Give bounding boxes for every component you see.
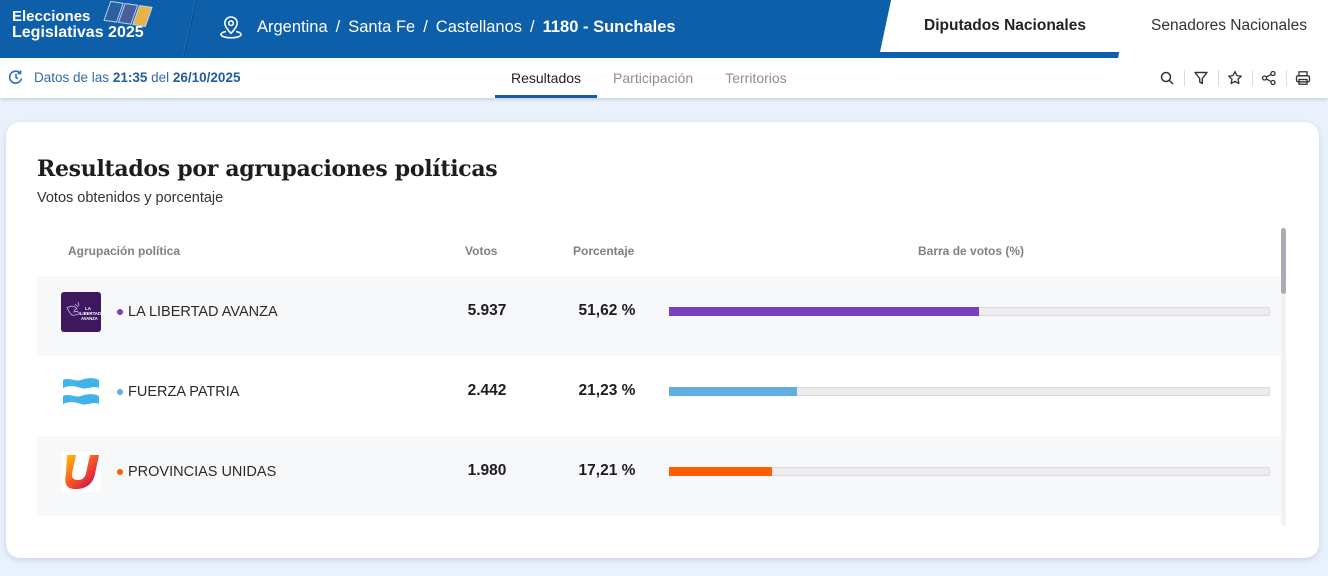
- party-votes: 5.937: [467, 302, 507, 319]
- party-color-dot: [117, 469, 123, 475]
- filter-icon: [1194, 71, 1208, 85]
- party-votes: 2.442: [467, 382, 507, 399]
- party-percent: 51,62 %: [578, 302, 636, 319]
- breadcrumb-separator: /: [530, 17, 535, 36]
- breadcrumb-country[interactable]: Argentina: [257, 17, 328, 36]
- toolbar-actions: [1150, 68, 1320, 88]
- map-pin-icon: [220, 16, 242, 39]
- tab-resultados[interactable]: Resultados: [495, 58, 598, 98]
- party-color-dot: [117, 389, 123, 395]
- breadcrumb-province[interactable]: Santa Fe: [348, 17, 416, 36]
- fuerza-patria-logo: [61, 372, 101, 412]
- vote-bar-track: [669, 307, 1270, 316]
- refresh-clock-icon[interactable]: [8, 69, 24, 85]
- timestamp-time: 21:35: [112, 69, 148, 85]
- vote-bar-fill: [669, 467, 773, 476]
- timestamp-date: 26/10/2025: [172, 69, 241, 85]
- tab-senadores-nacionales[interactable]: Senadores Nacionales: [1151, 17, 1307, 34]
- data-timestamp: Datos de las 21:35 del 26/10/2025: [8, 69, 240, 85]
- favorite-button[interactable]: [1218, 68, 1252, 88]
- print-icon: [1295, 71, 1311, 85]
- party-name: FUERZA PATRIA: [128, 384, 240, 400]
- share-button[interactable]: [1252, 68, 1286, 88]
- header-divider: [176, 0, 204, 58]
- table-header: Agrupación política Votos Porcentaje Bar…: [37, 236, 1282, 266]
- breadcrumb-separator: /: [335, 17, 341, 36]
- svg-text:LA: LA: [85, 306, 92, 311]
- timestamp-mid: del: [151, 69, 170, 85]
- vote-bar-track: [669, 467, 1270, 476]
- search-icon: [1160, 71, 1174, 85]
- table-row[interactable]: PROVINCIAS UNIDAS 1.980 17,21 %: [37, 436, 1282, 516]
- table-row[interactable]: FUERZA PATRIA 2.442 21,23 %: [37, 356, 1282, 436]
- top-header: Elecciones Legislativas 2025 Argentina /…: [0, 0, 1328, 58]
- vote-bar-fill: [669, 387, 797, 396]
- filter-button[interactable]: [1184, 68, 1218, 88]
- brand-line-1: Elecciones: [12, 8, 91, 25]
- table-row[interactable]: LA LIBERTAD AVANZA LA LIBERTAD AVANZA 5.…: [37, 276, 1282, 356]
- breadcrumb-current: 1180 - Sunchales: [542, 17, 676, 36]
- breadcrumb-separator: /: [423, 17, 428, 36]
- party-percent: 17,21 %: [578, 462, 636, 479]
- column-header-party: Agrupación política: [68, 244, 181, 258]
- star-icon: [1228, 70, 1242, 85]
- la-libertad-avanza-logo: LA LIBERTAD AVANZA: [61, 292, 101, 332]
- vote-bar-track: [669, 387, 1270, 396]
- table-scrollbar[interactable]: [1281, 228, 1286, 526]
- scrollbar-thumb[interactable]: [1281, 228, 1286, 294]
- view-tabs: Resultados Participación Territorios: [495, 58, 803, 98]
- tab-participacion[interactable]: Participación: [613, 70, 694, 86]
- brand-line-2: Legislativas 2025: [12, 24, 144, 41]
- party-name: LA LIBERTAD AVANZA: [128, 304, 278, 320]
- breadcrumb-department[interactable]: Castellanos: [435, 17, 523, 36]
- search-button[interactable]: [1150, 68, 1184, 88]
- column-header-percent: Porcentaje: [573, 244, 635, 258]
- party-name: PROVINCIAS UNIDAS: [128, 464, 277, 480]
- results-card: Resultados por agrupaciones políticas Vo…: [6, 122, 1319, 558]
- tab-diputados-nacionales[interactable]: Diputados Nacionales: [924, 17, 1086, 34]
- column-header-bar: Barra de votos (%): [918, 244, 1025, 258]
- vote-bar-fill: [669, 307, 980, 316]
- brand-logo[interactable]: Elecciones Legislativas 2025: [12, 9, 144, 41]
- sub-toolbar: Datos de las 21:35 del 26/10/2025 Result…: [0, 58, 1328, 98]
- party-color-dot: [117, 309, 123, 315]
- card-subtitle: Votos obtenidos y porcentaje: [37, 190, 224, 206]
- share-icon: [1261, 70, 1276, 86]
- svg-text:LIBERTAD: LIBERTAD: [80, 311, 101, 316]
- column-header-votes: Votos: [465, 244, 498, 258]
- tab-territorios[interactable]: Territorios: [725, 70, 787, 86]
- provincias-unidas-logo: [61, 452, 101, 492]
- timestamp-prefix: Datos de las: [34, 69, 110, 85]
- breadcrumb: Argentina / Santa Fe / Castellanos / 118…: [218, 14, 676, 40]
- party-percent: 21,23 %: [578, 382, 636, 399]
- card-title: Resultados por agrupaciones políticas: [37, 156, 498, 182]
- svg-text:AVANZA: AVANZA: [81, 316, 98, 321]
- print-button[interactable]: [1286, 68, 1320, 88]
- results-table: LA LIBERTAD AVANZA LA LIBERTAD AVANZA 5.…: [37, 276, 1282, 516]
- party-votes: 1.980: [467, 462, 507, 479]
